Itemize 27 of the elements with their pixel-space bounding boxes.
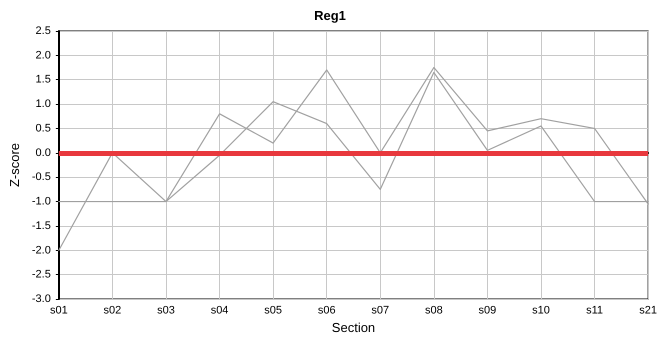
x-tick-label: s08 — [424, 304, 443, 316]
y-tick-label: 2.0 — [36, 49, 51, 62]
y-tick-label: -2.0 — [32, 244, 51, 256]
x-tick-label: s11 — [586, 304, 604, 316]
chart-title: Reg1 — [314, 8, 346, 23]
x-tick-label: s21 — [639, 304, 658, 316]
y-tick-label: -0.5 — [32, 171, 51, 184]
x-tick-label: s04 — [210, 304, 228, 316]
x-tick-label: s05 — [264, 304, 282, 316]
y-tick-label: -1.0 — [32, 196, 51, 208]
x-tick-label: s02 — [104, 304, 122, 316]
y-tick-label: -2.5 — [32, 268, 51, 281]
y-tick-label: 0.0 — [36, 146, 51, 159]
x-tick-label: s03 — [157, 304, 175, 316]
y-tick-label: 1.0 — [36, 98, 51, 110]
x-axis-title: Section — [332, 320, 376, 335]
y-axis-title: Z-score — [7, 142, 22, 188]
x-tick-label: s10 — [532, 304, 550, 316]
x-tick-label: s07 — [371, 304, 390, 316]
x-tick-label: s01 — [50, 304, 68, 316]
x-tick-label: s06 — [318, 304, 336, 316]
y-tick-label: 0.5 — [36, 122, 51, 134]
y-tick-label: -3.0 — [32, 293, 51, 305]
y-tick-label: 1.5 — [36, 74, 51, 86]
x-tick-label: s09 — [478, 304, 496, 316]
y-tick-label: 2.5 — [36, 25, 51, 37]
y-tick-label: -1.5 — [32, 220, 51, 232]
